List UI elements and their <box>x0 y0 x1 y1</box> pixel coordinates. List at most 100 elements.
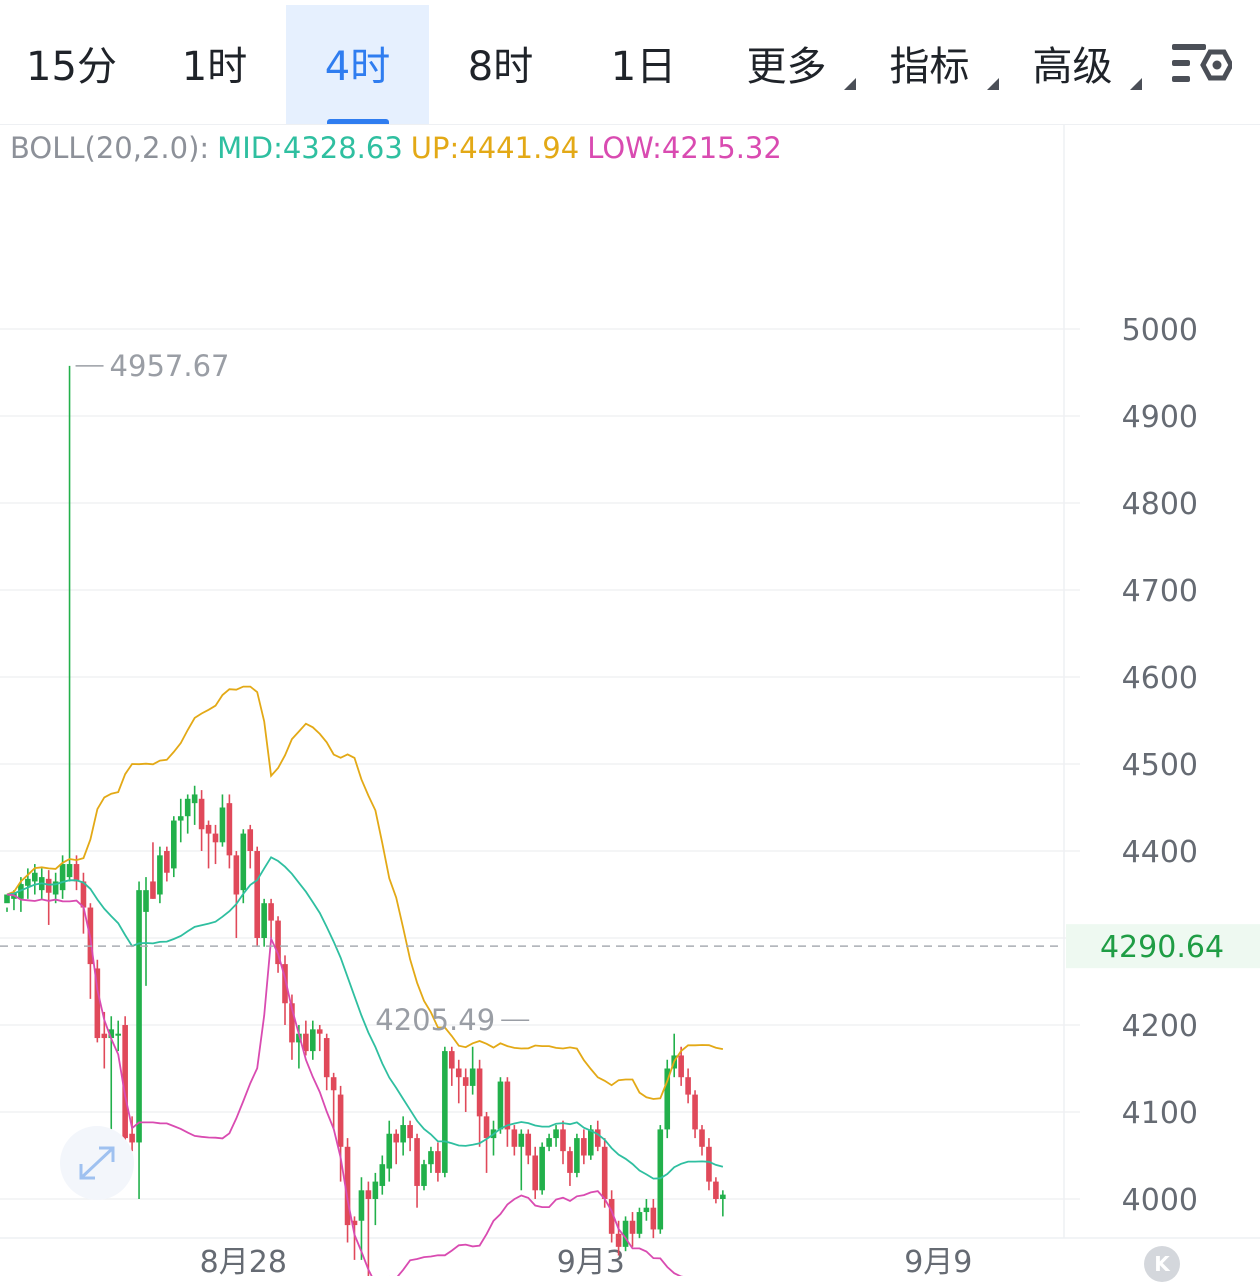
tab-label: 指标 <box>889 44 970 90</box>
dropdown-triangle-icon <box>987 78 999 90</box>
candle-body <box>365 1190 372 1199</box>
candle-body <box>247 829 254 851</box>
candle-body <box>18 884 24 899</box>
candle-body <box>289 1003 295 1043</box>
candle-body <box>52 881 59 895</box>
candle-body <box>435 1151 441 1173</box>
candle-body <box>469 1068 476 1086</box>
candle-body <box>80 881 87 908</box>
candle-body <box>720 1194 726 1199</box>
candle-body <box>546 1138 552 1147</box>
candle-body <box>316 1029 323 1034</box>
candle-body <box>275 920 281 965</box>
candle-body <box>115 1033 121 1036</box>
tab-label: 1时 <box>181 44 248 90</box>
candle-body <box>45 878 52 893</box>
boll-up-value: UP:4441.94 <box>410 131 580 165</box>
candle-body <box>497 1081 504 1130</box>
tab-7[interactable]: 高级 <box>1001 5 1144 124</box>
candle-body <box>414 1138 420 1186</box>
candle-body <box>615 1233 622 1247</box>
y-tick-label: 5000 <box>1122 313 1198 348</box>
candle-body <box>337 1094 344 1147</box>
x-tick-label: 9月9 <box>904 1245 972 1276</box>
candle-body <box>310 1029 316 1052</box>
dropdown-triangle-icon <box>844 78 856 90</box>
tab-label: 8时 <box>467 44 534 90</box>
candle-body <box>594 1129 601 1147</box>
candle-body <box>678 1055 684 1078</box>
boll-mid-value: MID:4328.63 <box>217 131 403 165</box>
tab-5[interactable]: 更多 <box>715 5 858 124</box>
candle-body <box>358 1190 365 1221</box>
candle-body <box>198 798 205 830</box>
candle-body <box>476 1068 483 1117</box>
fullscreen-button[interactable] <box>60 1126 134 1200</box>
y-tick-label: 4100 <box>1122 1096 1198 1131</box>
candle-body <box>553 1129 559 1139</box>
candle-body <box>525 1133 532 1156</box>
x-tick-label: 8月28 <box>200 1245 287 1276</box>
candle-body <box>706 1146 712 1182</box>
tab-label: 高级 <box>1032 44 1113 90</box>
candle-body <box>136 890 142 1143</box>
candle-body <box>699 1129 705 1147</box>
candle-body <box>532 1155 538 1191</box>
candle-body <box>261 903 267 938</box>
y-tick-label: 4600 <box>1122 661 1198 696</box>
candle-body <box>73 864 80 882</box>
annotation-label: 4205.49 <box>375 1003 495 1037</box>
candle-body <box>581 1138 587 1156</box>
candle-body <box>379 1164 386 1186</box>
candle-body <box>150 881 156 899</box>
current-price-tag <box>1066 924 1260 969</box>
candle-body <box>240 833 247 891</box>
k-logo-icon: K <box>1144 1246 1180 1282</box>
chart-settings-icon[interactable] <box>1170 40 1232 92</box>
annotation-label: 4957.67 <box>110 349 230 383</box>
candle-body <box>393 1133 399 1143</box>
boll-mid-line <box>6 856 724 1180</box>
candle-body <box>372 1181 379 1199</box>
candle-body <box>650 1207 657 1230</box>
candle-body <box>129 1133 135 1143</box>
candle-body <box>504 1081 511 1130</box>
candle-body <box>692 1094 698 1130</box>
tab-6[interactable]: 指标 <box>858 5 1001 124</box>
candle-body <box>574 1138 580 1173</box>
candle-body <box>386 1133 393 1169</box>
candle-body <box>421 1164 427 1186</box>
candle-body <box>539 1146 545 1191</box>
candle-body <box>588 1129 594 1156</box>
candle-body <box>330 1077 337 1091</box>
candle-body <box>25 878 31 886</box>
candle-body <box>455 1068 462 1078</box>
candle-body <box>462 1077 469 1086</box>
candle-body <box>177 816 184 821</box>
candle-body <box>664 1068 671 1130</box>
candle-body <box>601 1146 608 1199</box>
candle-body <box>157 855 163 895</box>
candle-body <box>622 1220 629 1247</box>
candle-body <box>428 1151 434 1165</box>
candle-body <box>483 1116 490 1139</box>
candle-body <box>219 807 226 843</box>
candle-body <box>608 1199 615 1234</box>
candle-body <box>629 1220 636 1234</box>
tab-3[interactable]: 8时 <box>429 5 572 124</box>
boll-upper-line <box>6 685 724 1100</box>
tab-0[interactable]: 15分 <box>0 5 143 124</box>
candle-body <box>191 794 198 804</box>
candle-body <box>560 1129 566 1152</box>
tab-1[interactable]: 1时 <box>143 5 286 124</box>
candle-body <box>296 1033 302 1043</box>
y-tick-label: 4000 <box>1122 1183 1198 1218</box>
candle-body <box>449 1051 455 1069</box>
candle-body <box>184 798 191 817</box>
candlestick-chart[interactable]: 5000 4900 4800 4700 4600 4500 4400 4200 4100 4000… <box>0 125 1260 1276</box>
tab-4[interactable]: 1日 <box>572 5 715 124</box>
tab-2[interactable]: 4时 <box>286 5 429 124</box>
candle-body <box>282 964 288 1004</box>
candle-body <box>122 1025 128 1139</box>
x-tick-label: 9月3 <box>557 1245 625 1276</box>
